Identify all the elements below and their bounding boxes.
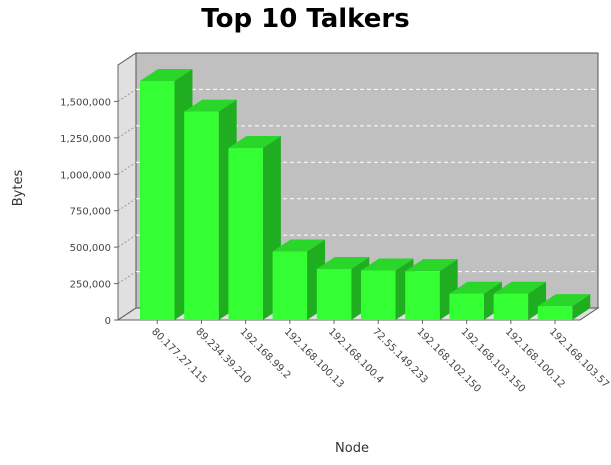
y-tick-label: 1,250,000 <box>60 134 111 145</box>
bar-front <box>316 269 352 320</box>
x-axis-title: Node <box>335 441 369 456</box>
bar <box>228 136 281 320</box>
bar-top <box>493 281 547 294</box>
bars <box>140 69 591 321</box>
bar-top <box>184 99 237 112</box>
bar-top <box>449 281 502 294</box>
bar-front <box>140 81 175 321</box>
bar-front <box>228 148 263 320</box>
bar <box>493 281 547 320</box>
plot-left-wall <box>117 52 137 321</box>
bar <box>537 294 591 320</box>
bar <box>405 259 458 320</box>
chart-title: Top 10 Talkers <box>201 4 410 34</box>
bar-front <box>449 293 484 320</box>
x-axis-ticks: 80.177.27.11589.234.39.210192.168.99.219… <box>149 320 611 395</box>
bar-top <box>272 239 326 252</box>
bar-top <box>228 136 281 149</box>
bar-front <box>537 306 573 320</box>
y-tick-label: 0 <box>105 316 111 327</box>
bar-front <box>361 270 396 320</box>
bar-top <box>405 259 458 272</box>
y-tick-label: 500,000 <box>70 243 111 254</box>
bar-front <box>272 251 308 320</box>
bar-top <box>537 294 591 307</box>
bar-front <box>493 293 529 320</box>
bar-top <box>361 258 414 271</box>
bar-front <box>184 111 219 320</box>
bar-top <box>316 257 370 269</box>
y-tick-label: 750,000 <box>70 207 111 218</box>
bar-side <box>572 294 591 320</box>
y-axis-ticks: 0 250,000 500,000 750,000 1,000,000 1,250,000… <box>60 97 118 327</box>
y-tick-label: 250,000 <box>70 280 111 291</box>
y-axis-title: Bytes <box>11 170 26 207</box>
bar-top <box>140 69 193 82</box>
y-tick-label: 1,000,000 <box>60 170 111 181</box>
y-tick-label: 1,500,000 <box>60 97 111 108</box>
bar-front <box>405 271 440 320</box>
